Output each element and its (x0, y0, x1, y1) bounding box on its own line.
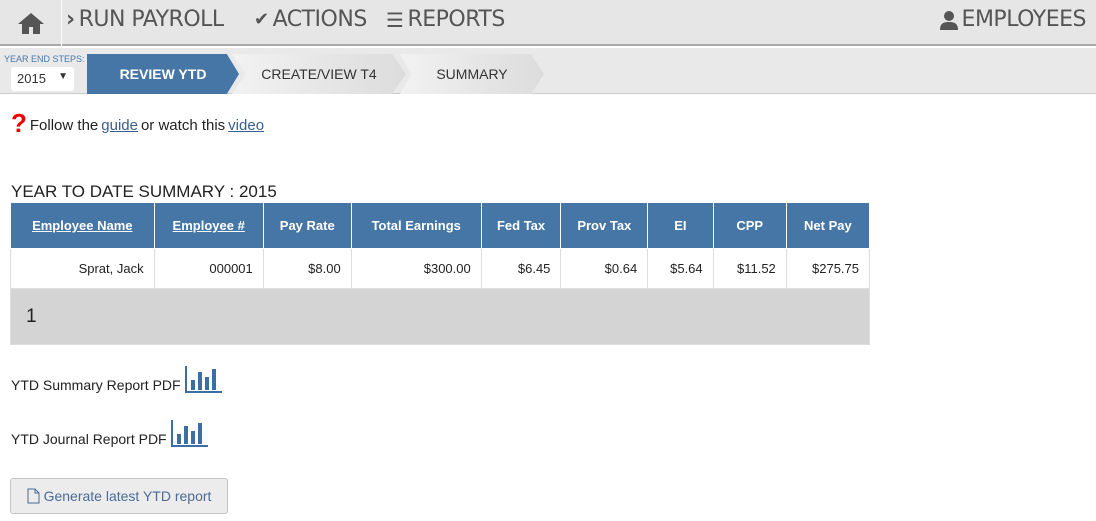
sort-employee-name[interactable]: Employee Name (32, 218, 133, 233)
nav-run-payroll[interactable]: › RUN PAYROLL (66, 7, 224, 32)
caret-down-icon: ▼ (58, 71, 68, 82)
page-number[interactable]: 1 (10, 288, 870, 345)
cell-pay-rate: $8.00 (262, 248, 352, 289)
video-link[interactable]: video (228, 117, 265, 134)
home-button[interactable] (0, 0, 62, 46)
cell-total-earnings: $300.00 (350, 248, 482, 289)
list-icon: ☰ (386, 7, 404, 32)
sort-employee-number[interactable]: Employee # (172, 218, 245, 233)
year-select[interactable]: 2015 ▼ (11, 67, 74, 91)
journal-report-label: YTD Journal Report PDF (11, 431, 167, 447)
col-fed-tax: Fed Tax (480, 202, 562, 249)
file-icon (27, 488, 40, 504)
cell-number: 000001 (153, 248, 264, 289)
col-cpp: CPP (712, 202, 787, 249)
help-text: Follow the (29, 117, 99, 134)
bar-chart-icon[interactable] (170, 420, 208, 447)
help-line: ? Follow the guide or watch this video (11, 108, 265, 138)
cell-fed-tax: $6.45 (480, 248, 562, 289)
nav-reports[interactable]: ☰ REPORTS (386, 7, 505, 32)
summary-title: YEAR TO DATE SUMMARY : 2015 (11, 182, 277, 201)
nav-employees[interactable]: EMPLOYEES (939, 7, 1087, 32)
pagination-row: 1 (10, 288, 870, 345)
cell-cpp: $11.52 (712, 248, 787, 289)
col-employee-number[interactable]: Employee # (153, 202, 264, 249)
user-icon (939, 10, 958, 30)
year-end-label: YEAR END STEPS: (4, 54, 85, 64)
cell-net-pay: $275.75 (785, 248, 871, 289)
generate-ytd-report-button[interactable]: Generate latest YTD report (10, 478, 228, 514)
check-icon: ✔ (254, 9, 269, 30)
cell-prov-tax: $0.64 (560, 248, 649, 289)
summary-report-row: YTD Summary Report PDF (11, 366, 222, 393)
help-text: or watch this (140, 117, 226, 134)
col-pay-rate: Pay Rate (262, 202, 352, 249)
year-end-steps: YEAR END STEPS: 2015 ▼ REVIEW YTD CREATE/… (0, 48, 1096, 94)
col-employee-name[interactable]: Employee Name (10, 202, 155, 249)
generate-label: Generate latest YTD report (43, 488, 212, 504)
cell-ei: $5.64 (647, 248, 714, 289)
col-total-earnings: Total Earnings (350, 202, 482, 249)
top-nav: › RUN PAYROLL ✔ ACTIONS ☰ REPORTS EMPLOYEES (0, 0, 1096, 46)
ytd-table: Employee Name Employee # Pay Rate Total … (10, 202, 871, 345)
journal-report-row: YTD Journal Report PDF (11, 420, 208, 447)
step-review-ytd[interactable]: REVIEW YTD (87, 54, 239, 94)
step-summary[interactable]: SUMMARY (400, 54, 544, 94)
step-create-view-t4[interactable]: CREATE/VIEW T4 (232, 54, 406, 94)
col-prov-tax: Prov Tax (560, 202, 649, 249)
question-icon: ? (11, 108, 27, 138)
nav-actions[interactable]: ✔ ACTIONS (254, 7, 367, 32)
guide-link[interactable]: guide (101, 117, 138, 134)
col-net-pay: Net Pay (785, 202, 871, 249)
cell-name: Sprat, Jack (10, 248, 155, 289)
summary-report-label: YTD Summary Report PDF (11, 377, 181, 393)
year-value: 2015 (17, 71, 46, 86)
table-row: Sprat, Jack 000001 $8.00 $300.00 $6.45 $… (10, 248, 871, 289)
chevron-right-icon: › (66, 7, 75, 32)
col-ei: EI (647, 202, 714, 249)
home-icon (17, 13, 44, 34)
bar-chart-icon[interactable] (184, 366, 222, 393)
